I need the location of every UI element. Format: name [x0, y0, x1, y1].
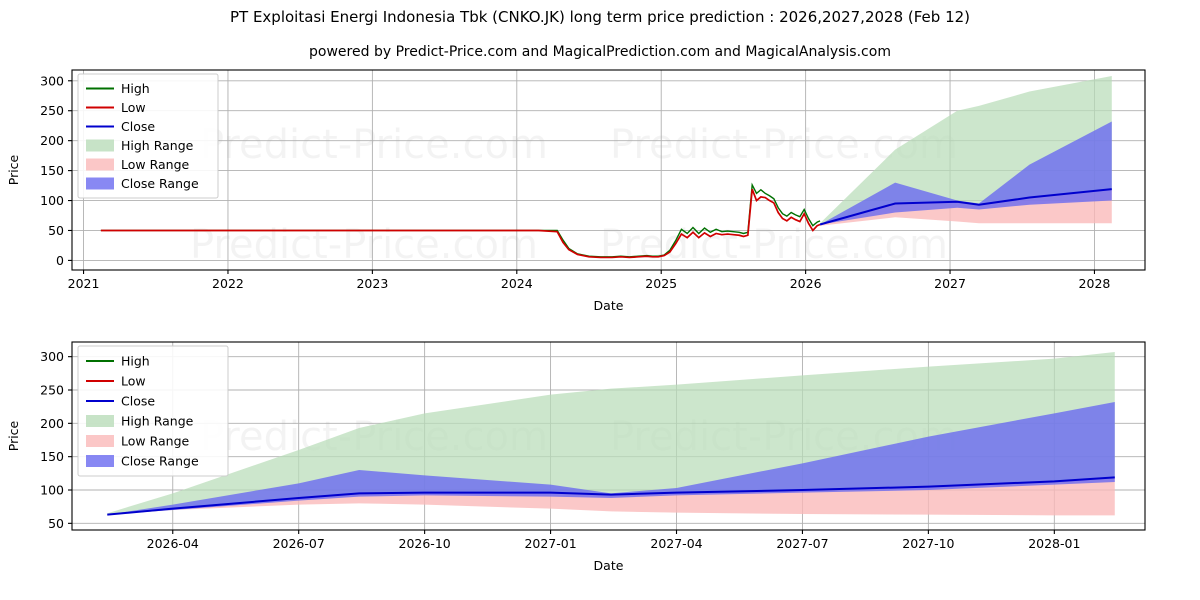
legend-item: Low	[86, 374, 146, 389]
x-tick-label: 2023	[356, 276, 388, 291]
legend-item: Close Range	[86, 176, 199, 191]
y-tick-label: 300	[40, 73, 64, 88]
forecast-detail-chart: Predict-Price.comPredict-Price.com501001…	[6, 341, 1146, 573]
legend-item: Low	[86, 100, 146, 115]
legend-item-label: Close	[121, 119, 155, 134]
legend-patch-swatch	[86, 158, 114, 171]
x-tick-label: 2021	[68, 276, 100, 291]
plot-series-group	[100, 75, 1112, 259]
legend: High Low Close High Range Low Range Close Ran…	[77, 73, 219, 199]
y-tick-label: 250	[40, 103, 64, 118]
close-range-band	[820, 121, 1112, 225]
x-axis-label: Date	[594, 558, 624, 573]
x-tick-label: 2026-10	[399, 536, 451, 551]
y-axis-label: Price	[6, 420, 21, 451]
x-tick-label: 2028-01	[1028, 536, 1080, 551]
legend-item-label: Low Range	[121, 157, 190, 172]
legend-item-label: High Range	[121, 414, 194, 429]
y-tick-label: 50	[48, 516, 64, 531]
legend-item: High Range	[86, 138, 194, 153]
legend-item: Low Range	[86, 434, 190, 449]
low-price-line	[100, 188, 821, 259]
x-tick-label: 2027-10	[902, 536, 954, 551]
legend-item: Low Range	[86, 157, 190, 172]
high-price-line	[100, 182, 821, 258]
legend-item: High Range	[86, 414, 194, 429]
x-tick-label: 2025	[645, 276, 677, 291]
y-tick-label: 100	[40, 193, 64, 208]
y-tick-label: 300	[40, 349, 64, 364]
x-tick-label: 2026	[790, 276, 822, 291]
axes-group: 0 50 100 150 200 250 300 2021 2022 2023 2024 2025 20…	[40, 73, 1110, 291]
x-tick-label: 2026-04	[147, 536, 199, 551]
x-axis-label: Date	[594, 298, 624, 313]
plot-series-group	[107, 352, 1115, 516]
legend-item-label: Low	[121, 100, 146, 115]
y-tick-label: 0	[56, 253, 64, 268]
figure-subtitle: powered by Predict-Price.com and Magical…	[309, 44, 891, 60]
watermark-text: Predict-Price.com	[190, 222, 538, 268]
x-tick-label: 2024	[501, 276, 533, 291]
legend-patch-swatch	[86, 415, 114, 427]
legend-patch-swatch	[86, 455, 114, 467]
x-tick-label: 2027-01	[524, 536, 576, 551]
y-tick-label: 150	[40, 449, 64, 464]
legend-item-label: Close Range	[121, 454, 199, 469]
x-tick-label: 2027-07	[776, 536, 828, 551]
x-tick-label: 2026-07	[273, 536, 325, 551]
legend-patch-swatch	[86, 139, 114, 152]
legend-item: High	[86, 81, 150, 96]
legend-box	[77, 345, 229, 477]
y-tick-label: 150	[40, 163, 64, 178]
legend-item: Close Range	[86, 454, 199, 469]
legend-item-label: High	[121, 81, 150, 96]
legend-item-label: High	[121, 354, 150, 369]
legend-item-label: High Range	[121, 138, 194, 153]
plot-frame	[71, 69, 1146, 271]
y-tick-label: 50	[48, 223, 64, 238]
y-tick-label: 200	[40, 416, 64, 431]
legend-item: Close	[86, 394, 155, 409]
legend-patch-swatch	[86, 177, 114, 190]
y-tick-label: 100	[40, 483, 64, 498]
figure-title: PT Exploitasi Energi Indonesia Tbk (CNKO…	[229, 8, 971, 26]
legend-item-label: Close	[121, 394, 155, 409]
axes-group: 50 100 150 200 250 300 2026-04 2026-07 2026-10 20…	[40, 349, 1080, 551]
x-tick-label: 2028	[1079, 276, 1111, 291]
plot-frame	[71, 341, 1146, 531]
watermark-text: Predict-Price.com	[600, 222, 948, 268]
y-tick-label: 250	[40, 383, 64, 398]
close-price-line	[819, 188, 1112, 226]
legend-item-label: Low Range	[121, 434, 190, 449]
legend-item-label: Low	[121, 374, 146, 389]
legend-item: Close	[86, 119, 155, 134]
y-tick-label: 200	[40, 133, 64, 148]
overview-chart: Predict-Price.com Predict-Price.com Predic…	[6, 69, 1146, 313]
close-price-line	[107, 476, 1115, 516]
legend: High Low Close High Range Low Range Close Ran…	[77, 345, 229, 477]
x-tick-label: 2022	[212, 276, 244, 291]
x-tick-label: 2027	[934, 276, 966, 291]
x-tick-label: 2027-04	[650, 536, 702, 551]
legend-item-label: Close Range	[121, 176, 199, 191]
legend-patch-swatch	[86, 435, 114, 447]
y-axis-label: Price	[6, 154, 21, 185]
legend-item: High	[86, 354, 150, 369]
watermark-text: Predict-Price.com	[200, 122, 548, 168]
close-range-band	[107, 402, 1115, 515]
